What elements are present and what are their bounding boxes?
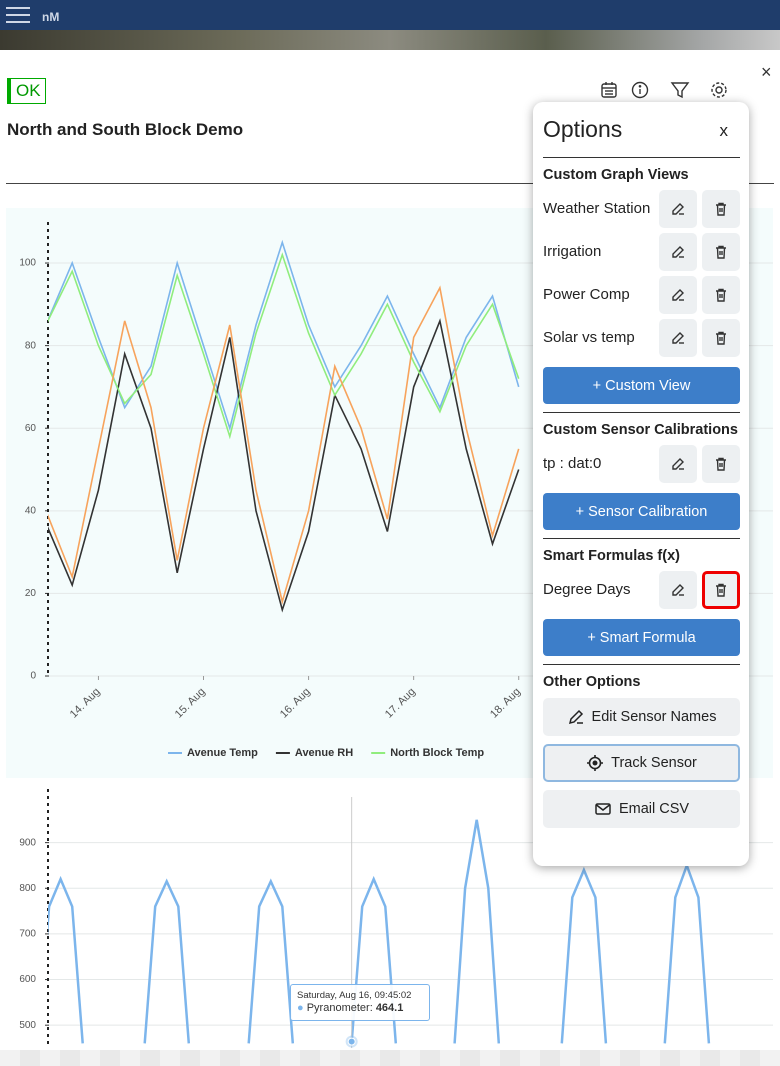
- option-label: Weather Station: [543, 200, 651, 217]
- bottom-strip: [0, 1050, 780, 1066]
- button-label: Email CSV: [618, 801, 690, 817]
- add-button[interactable]: + Custom View: [543, 367, 740, 404]
- tooltip-value: 464.1: [375, 1002, 404, 1014]
- options-title: Options: [543, 116, 623, 142]
- edit-button[interactable]: [659, 570, 697, 609]
- edit-button[interactable]: [659, 189, 697, 228]
- add-button[interactable]: + Smart Formula: [543, 619, 740, 656]
- close-button[interactable]: ×: [761, 62, 772, 82]
- option-label: tp : dat:0: [543, 455, 602, 472]
- option-row: Irrigation: [543, 230, 740, 273]
- settings-icon[interactable]: [711, 82, 727, 98]
- button-label: Track Sensor: [611, 755, 697, 771]
- y-tick-label: 700: [19, 929, 36, 940]
- options-close[interactable]: x: [719, 121, 729, 140]
- menu-icon[interactable]: [6, 2, 36, 32]
- legend-label: Avenue Temp: [187, 747, 258, 759]
- option-label: Power Comp: [543, 286, 630, 303]
- series-line: [48, 819, 711, 1044]
- page-title: North and South Block Demo: [7, 120, 244, 139]
- y-tick-label: 600: [19, 974, 36, 985]
- option-label: Irrigation: [543, 243, 602, 260]
- tooltip: Saturday, Aug 16, 09:45:02 ● Pyranometer…: [290, 984, 430, 1021]
- app-name: nM: [42, 10, 60, 24]
- option-row: Solar vs temp: [543, 316, 740, 359]
- edit-button[interactable]: [659, 444, 697, 483]
- status-badge: OK: [7, 78, 46, 104]
- y-tick-label: 100: [19, 258, 36, 269]
- legend-label: Avenue RH: [295, 747, 353, 759]
- series-line: [48, 252, 520, 440]
- filter-icon[interactable]: [670, 82, 690, 99]
- series-line: [48, 318, 520, 613]
- options-section: Other Options Edit Sensor Names Track Sens…: [543, 674, 740, 836]
- section-heading: Custom Sensor Calibrations: [543, 422, 738, 438]
- edit-button[interactable]: [659, 318, 697, 357]
- banner: [0, 30, 780, 50]
- legend-label: North Block Temp: [390, 747, 484, 759]
- top-bar: nM: [0, 0, 780, 30]
- info-icon[interactable]: [631, 81, 649, 99]
- section-heading: Smart Formulas f(x): [543, 548, 680, 564]
- options-panel: Options x Custom Graph Views Weather Stat…: [533, 102, 749, 866]
- y-tick-label: 0: [30, 671, 36, 682]
- button-icon: [594, 800, 612, 818]
- y-tick-label: 80: [25, 340, 37, 351]
- delete-button[interactable]: [702, 275, 740, 314]
- tooltip-date: Saturday, Aug 16, 09:45:02: [297, 990, 412, 1001]
- button-label: Edit Sensor Names: [591, 709, 717, 725]
- options-section: Custom Graph Views Weather Station Irrigat…: [543, 167, 740, 413]
- tooltip-line: ● Pyranometer: 464.1: [297, 1002, 404, 1014]
- y-tick-label: 900: [19, 837, 36, 848]
- option-label: Degree Days: [543, 581, 631, 598]
- y-tick-label: 500: [19, 1020, 36, 1031]
- y-tick-label: 20: [25, 588, 37, 599]
- delete-button[interactable]: [702, 318, 740, 357]
- option-row: Degree Days: [543, 568, 740, 611]
- delete-button[interactable]: [702, 189, 740, 228]
- option-row: tp : dat:0: [543, 442, 740, 485]
- toolbar: [601, 81, 727, 99]
- option-button[interactable]: Edit Sensor Names: [543, 698, 740, 736]
- delete-button[interactable]: [702, 444, 740, 483]
- series-line: [48, 285, 520, 605]
- add-button[interactable]: + Sensor Calibration: [543, 493, 740, 530]
- y-tick-label: 800: [19, 883, 36, 894]
- hover-point-core: [347, 1037, 356, 1046]
- option-label: Solar vs temp: [543, 329, 635, 346]
- option-row: Power Comp: [543, 273, 740, 316]
- tooltip-label: Pyranometer:: [306, 1002, 373, 1014]
- option-row: Weather Station: [543, 187, 740, 230]
- series-line: [48, 239, 520, 432]
- option-button[interactable]: Track Sensor: [543, 744, 740, 782]
- option-button[interactable]: Email CSV: [543, 790, 740, 828]
- options-header: Options x: [543, 102, 740, 158]
- options-section: Smart Formulas f(x) Degree Days + Smart Fo…: [543, 548, 740, 665]
- edit-button[interactable]: [659, 232, 697, 271]
- button-icon: [567, 708, 585, 726]
- options-section: Custom Sensor Calibrations tp : dat:0 + Se…: [543, 422, 740, 539]
- button-icon: [586, 754, 604, 772]
- edit-button[interactable]: [659, 275, 697, 314]
- section-heading: Custom Graph Views: [543, 167, 689, 183]
- divider: [6, 183, 774, 184]
- section-heading: Other Options: [543, 674, 641, 690]
- y-tick-label: 40: [25, 505, 37, 516]
- y-tick-label: 60: [25, 423, 37, 434]
- delete-button[interactable]: [702, 570, 740, 609]
- delete-button[interactable]: [702, 232, 740, 271]
- calendar-icon[interactable]: [601, 82, 617, 98]
